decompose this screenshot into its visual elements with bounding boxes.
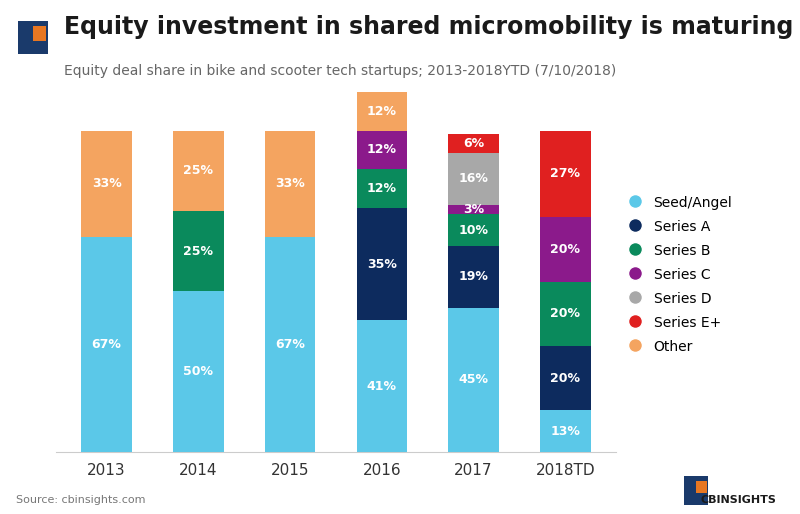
FancyBboxPatch shape: [33, 26, 46, 41]
Text: 35%: 35%: [367, 258, 397, 270]
Text: 27%: 27%: [550, 168, 580, 180]
Text: 12%: 12%: [367, 105, 397, 118]
Text: 50%: 50%: [183, 365, 214, 378]
Text: 16%: 16%: [458, 172, 489, 185]
Bar: [540, 346, 590, 411]
Bar: [82, 237, 132, 452]
Bar: [357, 320, 407, 452]
Text: 19%: 19%: [458, 270, 489, 283]
Bar: [448, 134, 499, 153]
Text: 12%: 12%: [367, 182, 397, 195]
Bar: [173, 291, 224, 452]
Text: 41%: 41%: [367, 380, 397, 393]
Text: Equity investment in shared micromobility is maturing: Equity investment in shared micromobilit…: [64, 15, 794, 40]
Bar: [540, 282, 590, 346]
Text: 33%: 33%: [275, 177, 305, 190]
Bar: [357, 92, 407, 131]
FancyBboxPatch shape: [696, 481, 707, 493]
Bar: [82, 131, 132, 237]
Text: 33%: 33%: [92, 177, 122, 190]
Text: 25%: 25%: [183, 164, 214, 177]
Text: 67%: 67%: [92, 338, 122, 351]
Bar: [265, 131, 315, 237]
Bar: [540, 217, 590, 282]
Text: 12%: 12%: [367, 143, 397, 156]
Text: 20%: 20%: [550, 243, 580, 256]
FancyBboxPatch shape: [684, 476, 708, 505]
Text: CBINSIGHTS: CBINSIGHTS: [700, 495, 776, 505]
Text: 45%: 45%: [458, 373, 489, 387]
FancyBboxPatch shape: [18, 21, 48, 54]
Text: 20%: 20%: [550, 372, 580, 385]
Bar: [357, 169, 407, 208]
Text: 10%: 10%: [458, 224, 489, 237]
Text: 20%: 20%: [550, 307, 580, 320]
Text: 25%: 25%: [183, 245, 214, 258]
Text: Equity deal share in bike and scooter tech startups; 2013-2018YTD (7/10/2018): Equity deal share in bike and scooter te…: [64, 64, 616, 78]
Bar: [540, 131, 590, 217]
Bar: [448, 307, 499, 452]
Text: Source: cbinsights.com: Source: cbinsights.com: [16, 495, 146, 505]
Text: 6%: 6%: [463, 137, 484, 150]
Bar: [357, 131, 407, 169]
Text: 67%: 67%: [275, 338, 305, 351]
Bar: [357, 208, 407, 320]
Text: 3%: 3%: [463, 203, 484, 216]
Bar: [448, 214, 499, 246]
Bar: [448, 246, 499, 307]
Bar: [540, 411, 590, 452]
Text: 13%: 13%: [550, 425, 580, 438]
Bar: [173, 131, 224, 211]
Bar: [448, 205, 499, 214]
Bar: [265, 237, 315, 452]
Legend: Seed/Angel, Series A, Series B, Series C, Series D, Series E+, Other: Seed/Angel, Series A, Series B, Series C…: [629, 196, 732, 354]
Bar: [173, 211, 224, 291]
Bar: [448, 153, 499, 205]
